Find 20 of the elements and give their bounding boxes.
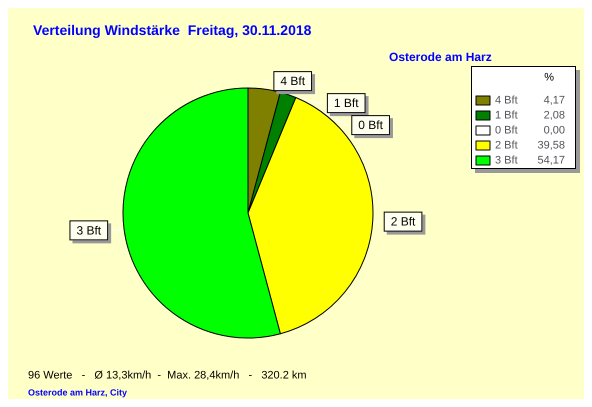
legend-label: 0 Bft <box>495 124 518 136</box>
data-label: 4,17 <box>544 94 565 106</box>
data-label: 39,58 <box>537 140 565 152</box>
slice-label: 1 Bft <box>334 96 360 110</box>
slice-label: 3 Bft <box>76 223 102 238</box>
category-label: 0 Bft <box>358 118 383 132</box>
text: Osterode am Harz, City <box>28 388 128 398</box>
chart-title: Verteilung Windstärke Freitag, 30.11.2018 <box>33 22 312 38</box>
legend-label: 3 Bft <box>495 154 518 166</box>
legend-label: 4 Bft <box>495 94 518 106</box>
legend-title: % <box>544 72 554 84</box>
data-label: 2,08 <box>544 110 565 122</box>
text: 0,00 <box>544 124 565 136</box>
legend-label: 1 Bft <box>495 110 518 122</box>
text: 96 Werte - Ø 13,3km/h - Max. 28,4km/h - 320.2 km <box>28 370 307 382</box>
chart-subtitle: Osterode am Harz <box>389 50 492 64</box>
data-label: 54,17 <box>537 154 565 166</box>
slice-label: 4 Bft <box>280 74 306 88</box>
slice-label: 2 Bft <box>390 214 416 229</box>
legend-label: 2 Bft <box>495 140 518 152</box>
